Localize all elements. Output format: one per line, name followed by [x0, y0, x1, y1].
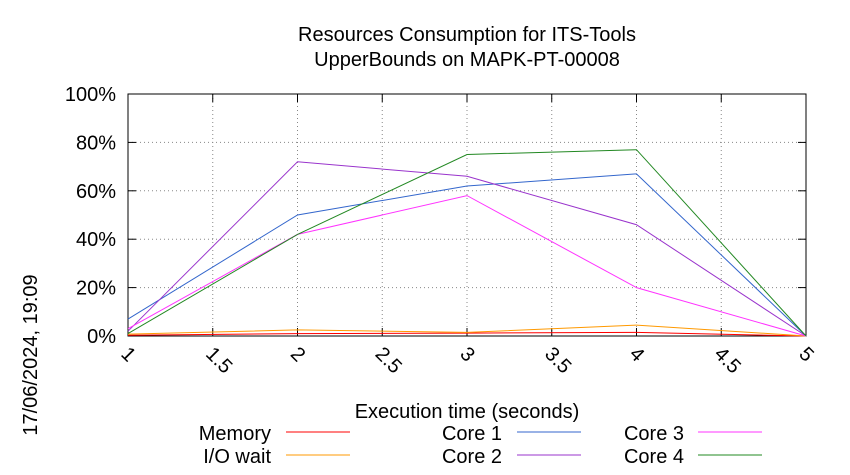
y-tick-label: 60%: [76, 181, 116, 203]
y-axis-ticks: 0% 20% 40% 60% 80% 100%: [65, 84, 806, 348]
y-tick-label: 40%: [76, 229, 116, 251]
legend-label-core-1: Core 1: [442, 423, 502, 445]
legend-label-core-2: Core 2: [442, 446, 502, 468]
timestamp-label: 17/06/2024, 19:09: [20, 274, 42, 435]
chart-title-line1: Resources Consumption for ITS-Tools: [298, 24, 636, 46]
x-axis-label: Execution time (seconds): [355, 401, 580, 423]
chart-title-line2: UpperBounds on MAPK-PT-00008: [314, 49, 620, 71]
legend-label-core-3: Core 3: [624, 423, 684, 445]
series-line-core-1: [127, 173, 807, 337]
y-tick-label: 0%: [87, 326, 116, 348]
legend-label-memory: Memory: [199, 423, 271, 445]
series-line-core-2: [127, 161, 807, 337]
series-line-memory: [127, 331, 807, 337]
y-tick-label: 80%: [76, 132, 116, 154]
series-lines: [127, 149, 807, 337]
series-line-core-4: [127, 149, 807, 337]
series-line-i-o-wait: [127, 324, 807, 337]
y-tick-label: 20%: [76, 278, 116, 300]
legend-label-i-o-wait: I/O wait: [203, 446, 271, 468]
legend-label-core-4: Core 4: [624, 446, 684, 468]
series-line-core-3: [127, 195, 807, 337]
y-tick-label: 100%: [65, 84, 116, 106]
grid: [128, 94, 806, 336]
